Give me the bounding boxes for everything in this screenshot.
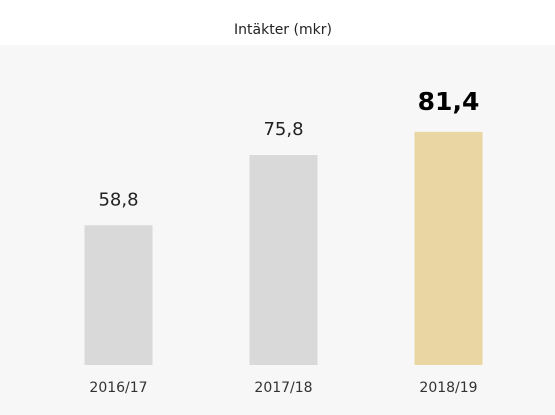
value-label: 58,8 bbox=[98, 189, 138, 210]
bar bbox=[84, 225, 153, 365]
chart-title: Intäkter (mkr) bbox=[234, 22, 332, 38]
x-tick-label: 2016/17 bbox=[89, 380, 147, 396]
value-label: 81,4 bbox=[418, 87, 480, 116]
bar bbox=[249, 155, 318, 365]
value-label: 75,8 bbox=[263, 119, 303, 140]
x-tick-label: 2018/19 bbox=[419, 380, 477, 396]
x-tick-label: 2017/18 bbox=[254, 380, 312, 396]
bar bbox=[414, 131, 483, 365]
